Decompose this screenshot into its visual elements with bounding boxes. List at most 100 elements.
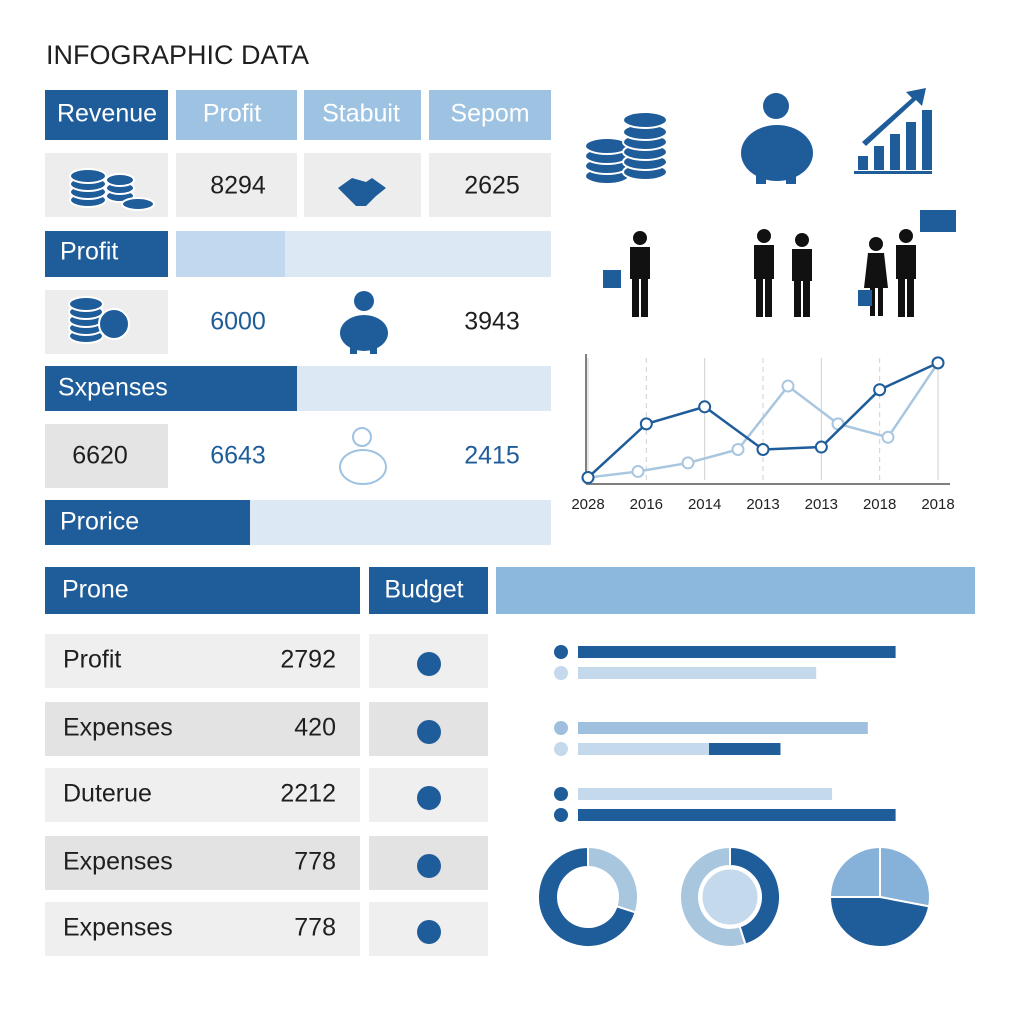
bar-dot bbox=[554, 645, 568, 659]
line-point bbox=[781, 379, 795, 393]
x-tick-label: 2018 bbox=[863, 496, 896, 513]
tab bbox=[176, 90, 297, 140]
table-header bbox=[45, 567, 360, 614]
progress-track bbox=[250, 500, 551, 545]
line-point bbox=[881, 430, 895, 444]
bar-dot bbox=[554, 742, 568, 756]
x-tick-label: 2016 bbox=[630, 496, 663, 513]
growth-chart-icon bbox=[854, 88, 932, 174]
section-label: Prorice bbox=[60, 508, 139, 536]
handshake-icon bbox=[338, 178, 386, 206]
table-cell bbox=[45, 634, 360, 688]
pie-slice bbox=[729, 845, 781, 946]
row-value: 778 bbox=[294, 848, 336, 876]
bar bbox=[578, 667, 817, 679]
line-point bbox=[581, 471, 595, 485]
piggy-icon bbox=[340, 291, 388, 354]
section-label: Profit bbox=[60, 238, 118, 266]
piggy-icon bbox=[741, 93, 813, 184]
bar bbox=[578, 809, 896, 821]
section-label-box bbox=[45, 231, 168, 277]
line-point bbox=[931, 356, 945, 370]
table-cell bbox=[45, 768, 360, 822]
progress-fill bbox=[176, 231, 285, 277]
x-tick-label: 2018 bbox=[921, 496, 954, 513]
x-tick-label: 2014 bbox=[688, 496, 721, 513]
coins-icon bbox=[69, 168, 155, 211]
pie-slice bbox=[679, 845, 747, 948]
coins-icon bbox=[68, 296, 130, 344]
cell bbox=[45, 424, 168, 488]
cell-value: 6000 bbox=[210, 308, 266, 336]
row-label: Profit bbox=[63, 646, 121, 674]
x-tick-label: 2013 bbox=[805, 496, 838, 513]
row-value: 2792 bbox=[280, 646, 336, 674]
pie-slice bbox=[587, 845, 639, 914]
line-point bbox=[731, 443, 745, 456]
row-label: Expenses bbox=[63, 848, 173, 876]
cell bbox=[176, 153, 297, 217]
section-label: Sxpenses bbox=[58, 374, 168, 402]
table-header-label: Budget bbox=[384, 576, 463, 604]
section-label-box bbox=[45, 366, 297, 411]
cell-value: 8294 bbox=[210, 172, 266, 200]
row-label: Expenses bbox=[63, 914, 173, 942]
bar-dot bbox=[554, 808, 568, 822]
line-point bbox=[631, 464, 645, 478]
pie-slice bbox=[828, 845, 881, 898]
pie-slice bbox=[828, 896, 931, 948]
title: INFOGRAPHIC DATA bbox=[46, 40, 309, 70]
bar bbox=[709, 743, 781, 755]
coins-icon bbox=[584, 111, 668, 185]
tab bbox=[429, 90, 551, 140]
table-cell bbox=[45, 702, 360, 756]
x-tick-label: 2013 bbox=[746, 496, 779, 513]
cell-value: 2415 bbox=[464, 442, 520, 470]
row-value: 420 bbox=[294, 714, 336, 742]
line-point bbox=[639, 417, 653, 431]
row-value: 778 bbox=[294, 914, 336, 942]
header-bar bbox=[496, 567, 975, 614]
cell-value: 6620 bbox=[72, 442, 128, 470]
table-header bbox=[369, 567, 488, 614]
row-label: Expenses bbox=[63, 714, 173, 742]
cell-value: 3943 bbox=[464, 308, 520, 336]
tab bbox=[45, 90, 168, 140]
charts: 2028 2016 2014 2013 2013 2018 2018 bbox=[537, 354, 955, 948]
line-point bbox=[681, 456, 695, 470]
row-value: 2212 bbox=[280, 780, 336, 808]
row-label: Duterue bbox=[63, 780, 152, 808]
cell-value: 2625 bbox=[464, 172, 520, 200]
row-icon bbox=[417, 786, 441, 810]
bar bbox=[578, 646, 896, 658]
pie-slice bbox=[879, 845, 931, 908]
line-point bbox=[873, 383, 887, 397]
bar-dot bbox=[554, 666, 568, 680]
tab-label: Revenue bbox=[57, 100, 157, 128]
row-icon bbox=[417, 854, 441, 878]
table-body: Profit 2792 Expenses 420 Duterue 2212 Expenses… bbox=[45, 634, 488, 956]
people-icon bbox=[603, 210, 956, 317]
bar bbox=[578, 722, 868, 734]
piggy-outline-icon bbox=[339, 427, 387, 485]
table-cell bbox=[45, 902, 360, 956]
row-icon bbox=[417, 920, 441, 944]
cell bbox=[429, 153, 551, 217]
progress-track bbox=[297, 366, 551, 411]
bar-dot bbox=[554, 721, 568, 735]
pie-slice bbox=[537, 845, 637, 948]
row-icon bbox=[417, 652, 441, 676]
line-point bbox=[698, 400, 712, 414]
section-label-box bbox=[45, 500, 250, 545]
line-point bbox=[756, 443, 770, 456]
pie-hole bbox=[699, 866, 761, 928]
tab-label: Stabuit bbox=[322, 100, 400, 128]
cell-value: 6643 bbox=[210, 442, 266, 470]
table-cell bbox=[45, 836, 360, 890]
x-tick-label: 2028 bbox=[571, 496, 604, 513]
table-header-label: Prone bbox=[62, 576, 129, 604]
line-series bbox=[587, 362, 940, 479]
bar-dot bbox=[554, 787, 568, 801]
